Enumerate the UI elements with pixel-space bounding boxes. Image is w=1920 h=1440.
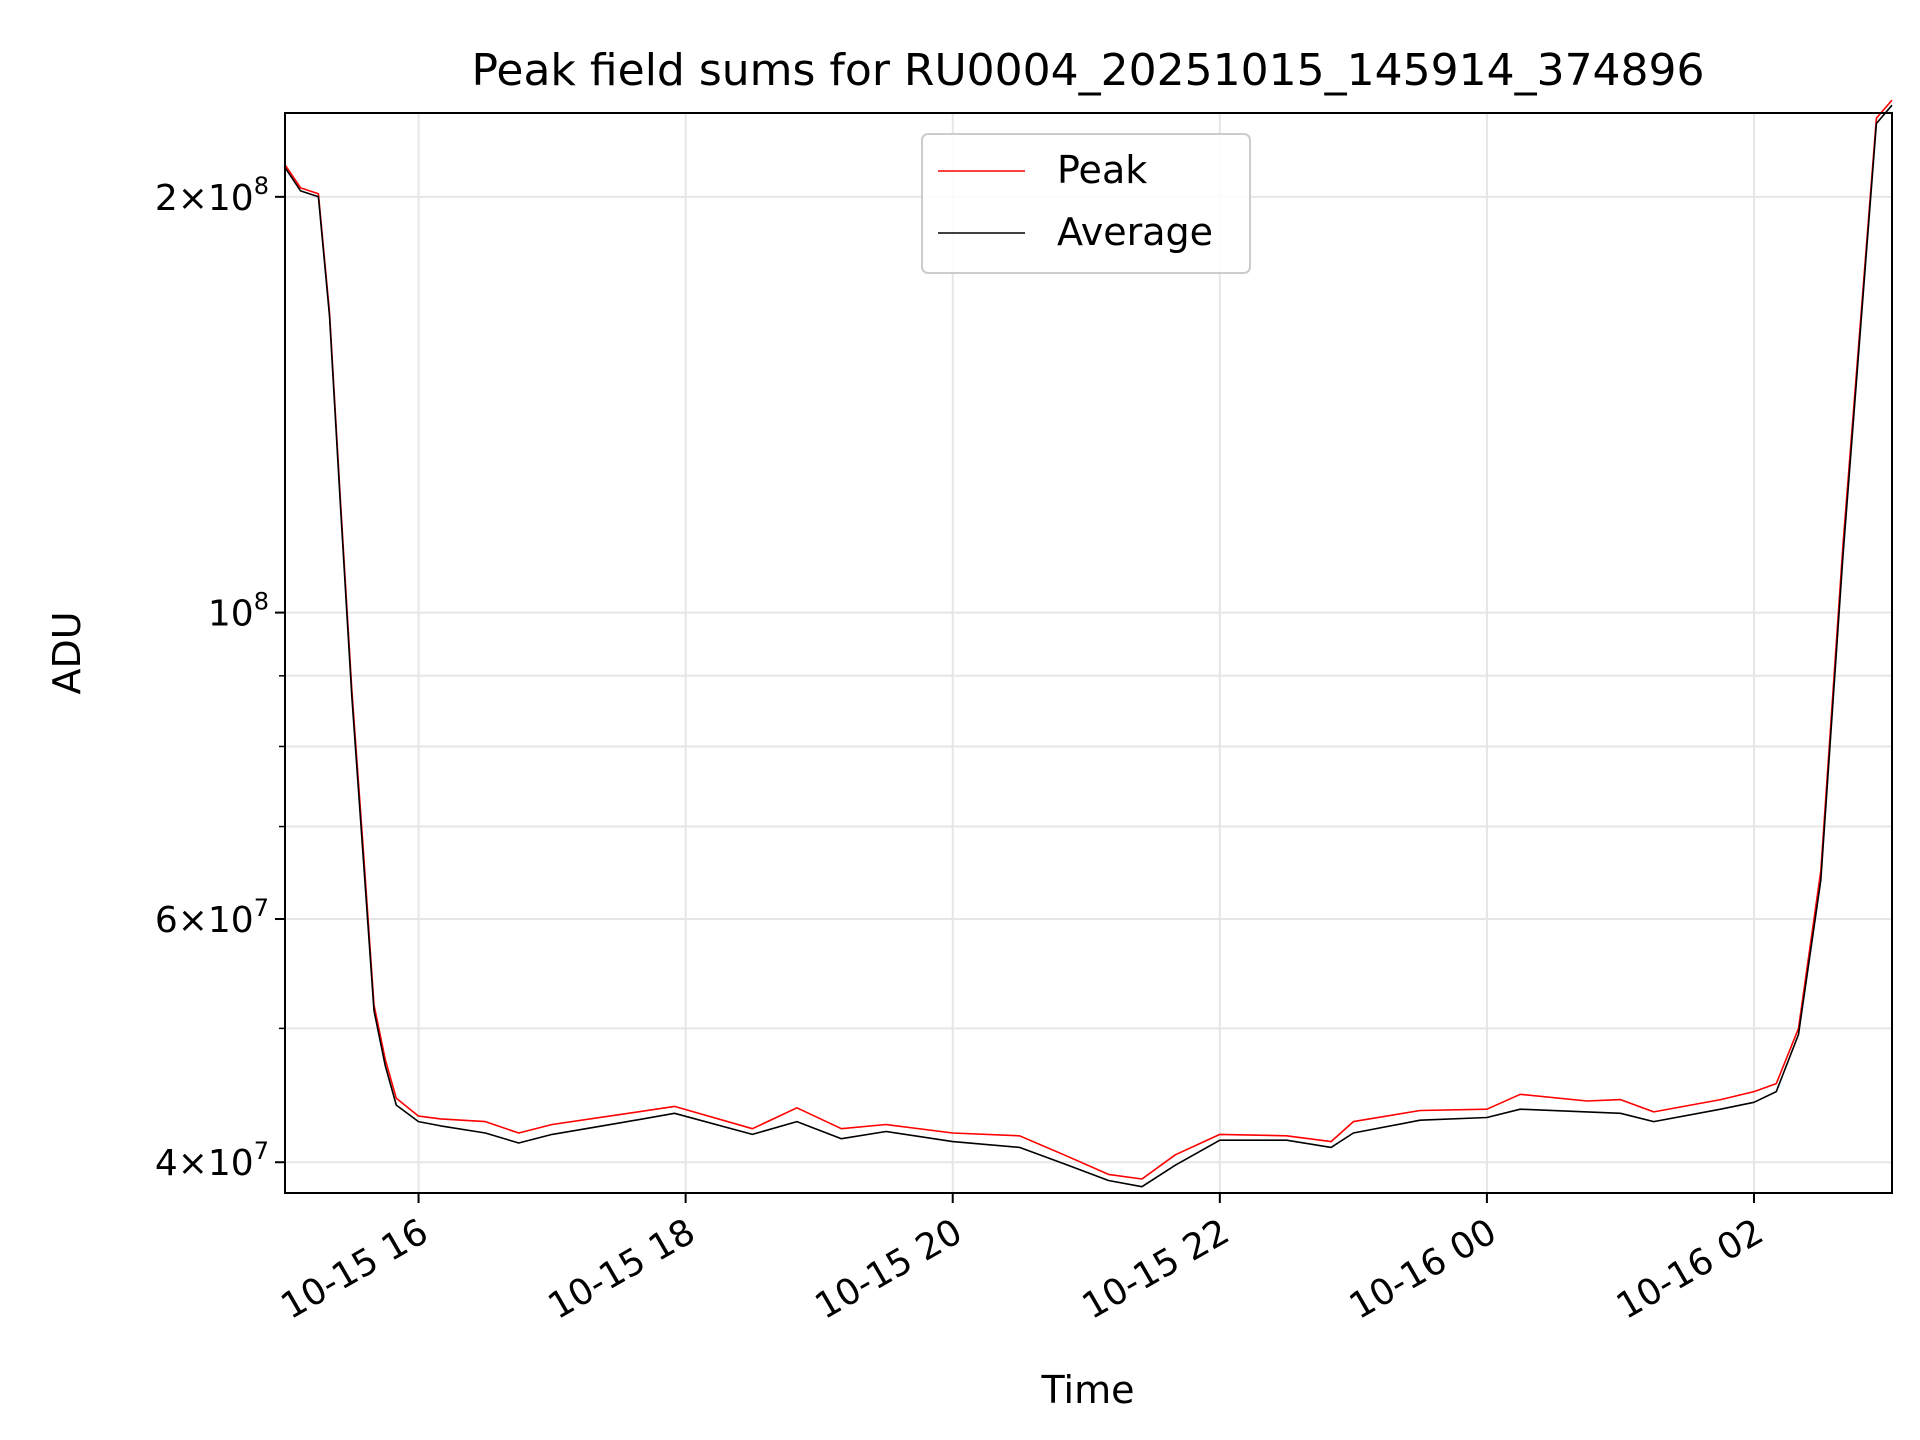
x-tick-label: 10-15 16 (274, 1211, 435, 1327)
grid-lines (285, 113, 1892, 1193)
y-tick-label: 2×108 (155, 172, 269, 219)
x-tick-label: 10-16 00 (1343, 1211, 1504, 1327)
legend-label-average: Average (1057, 210, 1213, 254)
x-tick-label: 10-15 18 (541, 1211, 702, 1327)
y-axis-label: ADU (45, 611, 89, 694)
x-tick-label: 10-15 20 (809, 1211, 970, 1327)
y-tick-label: 4×107 (155, 1137, 269, 1184)
legend-label-peak: Peak (1057, 148, 1147, 192)
y-axis: 2×108 108 6×107 4×107 (155, 172, 285, 1184)
legend-box (921, 133, 1251, 274)
y-tick-label: 6×107 (155, 894, 269, 941)
chart-title: Peak field sums for RU0004_20251015_1459… (471, 45, 1704, 96)
x-tick-label: 10-15 22 (1076, 1211, 1237, 1327)
legend: Peak Average (921, 133, 1251, 274)
y-tick-label: 108 (208, 588, 269, 635)
series-line-average (284, 104, 1893, 1188)
series-line-peak (284, 99, 1893, 1180)
x-tick-label: 10-16 02 (1610, 1211, 1771, 1327)
x-axis-label: Time (1041, 1368, 1135, 1412)
series-lines (284, 99, 1893, 1188)
plot-frame (284, 112, 1893, 1194)
x-axis: 10-15 16 10-15 18 10-15 20 10-15 22 10-16 00… (274, 1193, 1771, 1328)
